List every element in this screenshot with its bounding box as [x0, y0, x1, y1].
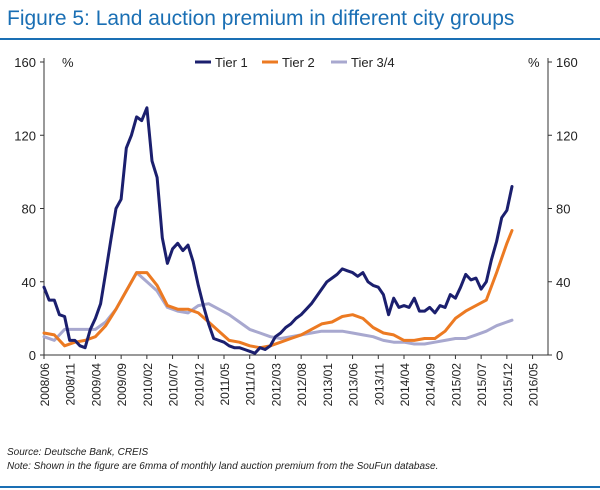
x-tick-label: 2015/12 — [501, 363, 515, 407]
right-y-tick-label: 120 — [556, 128, 578, 143]
left-unit-label: % — [62, 55, 74, 70]
legend-label: Tier 2 — [282, 55, 315, 70]
x-tick-label: 2015/02 — [449, 363, 463, 407]
footnote: Note: Shown in the figure are 6mma of mo… — [7, 461, 439, 472]
x-tick-label: 2008/06 — [38, 363, 52, 407]
x-tick-label: 2014/09 — [424, 363, 438, 407]
bottom-rule — [0, 486, 600, 488]
x-tick-label: 2015/07 — [475, 363, 489, 407]
x-tick-label: 2011/05 — [218, 363, 232, 406]
x-tick-label: 2010/07 — [167, 363, 181, 407]
left-y-tick-label: 120 — [14, 128, 36, 143]
left-y-tick-label: 0 — [29, 348, 36, 363]
x-tick-label: 2010/12 — [192, 363, 206, 407]
x-tick-label: 2013/11 — [372, 363, 386, 406]
x-tick-label: 2009/09 — [115, 363, 129, 407]
x-tick-label: 2012/03 — [269, 363, 283, 407]
right-y-tick-label: 160 — [556, 55, 578, 70]
source-note: Source: Deutsche Bank, CREIS — [7, 447, 149, 458]
x-tick-label: 2010/02 — [141, 363, 155, 407]
right-unit-label: % — [528, 55, 540, 70]
legend-label: Tier 1 — [215, 55, 248, 70]
x-tick-label: 2008/11 — [64, 363, 78, 406]
x-tick-label: 2016/05 — [527, 363, 541, 407]
series-line-tier-1 — [42, 106, 514, 355]
x-tick-label: 2009/04 — [89, 363, 103, 407]
x-tick-label: 2011/10 — [244, 363, 258, 406]
x-tick-label: 2013/06 — [347, 363, 361, 407]
left-y-tick-label: 40 — [22, 275, 36, 290]
x-tick-label: 2012/08 — [295, 363, 309, 407]
right-y-tick-label: 0 — [556, 348, 563, 363]
left-y-tick-label: 160 — [14, 55, 36, 70]
chart: 0 0 40 40 80 80 120 120 160 160% % 2008/06 2008/11 20… — [14, 55, 578, 407]
chart-title: Figure 5: Land auction premium in differ… — [7, 7, 515, 30]
x-tick-label: 2014/04 — [398, 363, 412, 407]
right-y-tick-label: 40 — [556, 275, 570, 290]
right-y-tick-label: 80 — [556, 202, 570, 217]
x-tick-label: 2013/01 — [321, 363, 335, 407]
chart-notes: Source: Deutsche Bank, CREIS Note: Shown… — [7, 446, 438, 474]
title-rule — [0, 38, 600, 40]
left-y-tick-label: 80 — [22, 202, 36, 217]
legend-label: Tier 3/4 — [351, 55, 395, 70]
series-line-tier-2 — [42, 229, 514, 350]
